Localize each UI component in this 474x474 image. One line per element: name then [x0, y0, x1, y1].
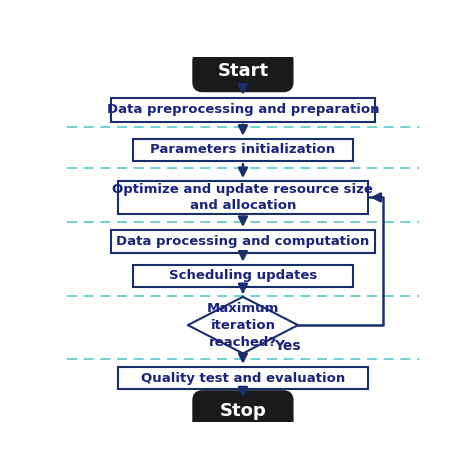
Text: Data preprocessing and preparation: Data preprocessing and preparation	[107, 103, 379, 116]
Polygon shape	[188, 297, 298, 354]
FancyBboxPatch shape	[133, 138, 353, 161]
Text: Optimize and update resource size
and allocation: Optimize and update resource size and al…	[112, 183, 374, 212]
Text: Parameters initialization: Parameters initialization	[150, 144, 336, 156]
Text: Maximum
iteration
reached?: Maximum iteration reached?	[207, 301, 279, 349]
FancyBboxPatch shape	[118, 367, 368, 389]
Text: Quality test and evaluation: Quality test and evaluation	[141, 372, 345, 384]
Text: Start: Start	[218, 63, 268, 81]
FancyBboxPatch shape	[110, 230, 375, 253]
FancyBboxPatch shape	[193, 52, 292, 91]
FancyBboxPatch shape	[110, 98, 375, 122]
Text: Scheduling updates: Scheduling updates	[169, 269, 317, 283]
FancyBboxPatch shape	[118, 181, 368, 214]
Text: Stop: Stop	[219, 402, 266, 420]
Text: Yes: Yes	[274, 339, 301, 353]
Text: Data processing and computation: Data processing and computation	[116, 235, 370, 248]
FancyBboxPatch shape	[133, 264, 353, 287]
FancyBboxPatch shape	[193, 391, 292, 430]
